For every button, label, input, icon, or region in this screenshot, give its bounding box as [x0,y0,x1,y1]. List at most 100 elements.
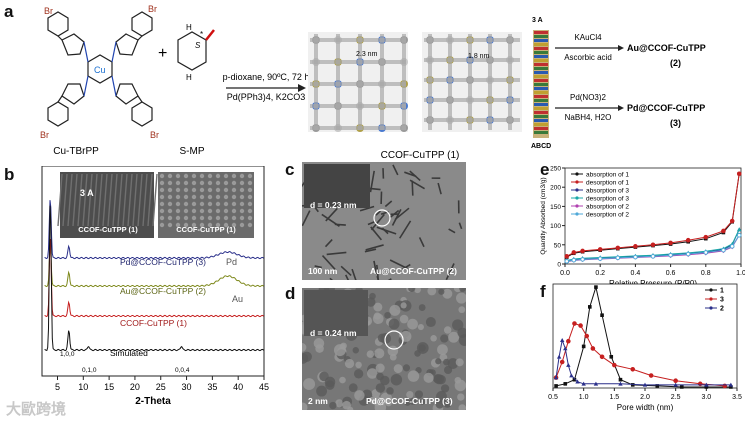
lattice-dot [175,215,181,221]
arrow-head-icon [298,84,306,92]
data-point [572,377,577,382]
stack-layer [534,51,548,54]
lattice-dot [159,215,165,221]
nanoparticle-texture [303,378,316,391]
data-point [575,379,580,384]
data-point [618,381,623,386]
data-point [736,232,742,238]
stack-layer [534,103,548,106]
lattice-dot [247,173,253,179]
nanoparticle-texture [348,383,358,393]
data-point [588,305,592,309]
lattice-dot [191,187,197,193]
lattice-dot [159,201,165,207]
nanoparticle-texture [444,365,453,375]
nanorod [411,180,414,196]
lattice-dot [199,215,205,221]
lattice-dot [167,201,173,207]
lattice-dot [191,173,197,179]
lattice-dot [183,201,189,207]
data-point [668,240,673,246]
lattice-dot [215,208,221,214]
xrd-tick-label: 40 [233,382,243,392]
nanorod [368,187,381,191]
framework-linker [310,104,406,108]
stack-layer [534,111,548,114]
panel-b-label: b [4,165,15,184]
nanoparticle-texture [369,292,376,300]
lattice-dot [207,222,213,228]
data-point [559,359,565,365]
data-point [721,247,726,253]
data-point [673,378,678,384]
stack-layer [534,87,548,90]
atom-h: H [186,73,192,82]
panel-f-label: f [540,282,546,301]
data-point [612,362,617,368]
inset-spacing-label: 3 A [80,188,94,198]
atom-h: H [186,23,192,32]
nanoparticle-texture [380,392,393,405]
legend-marker [575,212,579,216]
plot-frame [552,283,738,389]
stack-layer [534,71,548,74]
nanoparticle-texture [333,344,346,357]
nanoparticle-texture [437,344,448,356]
nanorod [364,248,377,253]
stack-layer [534,99,548,102]
data-point [560,337,565,342]
stack-layer [534,47,548,50]
nanoparticle-texture [355,361,362,369]
xrd-trace-sim [44,205,265,352]
stack-layer [534,119,548,122]
nanoparticle-texture [417,323,424,331]
reactant-label-2: S-MP [180,146,205,157]
lattice-dot [231,173,237,179]
lattice-fringe [127,173,133,227]
lattice-dot [247,208,253,214]
nanoparticle-texture [440,334,449,343]
nanorod [409,179,425,190]
stack-layer [534,95,548,98]
highlight-circle [384,330,404,350]
data-point [704,385,709,389]
stack-layer [534,55,548,58]
au-reagent-2: Ascorbic acid [564,53,612,62]
lattice-dot [239,194,245,200]
nanorod [373,260,378,275]
trace-label-2: Au@CCOF-CuTPP (2) [120,286,206,296]
nanorod [376,275,380,280]
nanoparticle-texture [457,393,465,401]
trace-extra-pd: Pd [226,257,237,267]
lattice-fringe [122,173,128,227]
nanoparticle-texture [313,338,325,349]
data-point [630,383,635,387]
lattice-fringe [57,173,63,227]
xrd-tick-label: 10 [78,382,88,392]
trace-label-sim: Simulated [110,348,148,358]
lattice-dot [191,222,197,228]
pd-product: Pd@CCOF-CuTPP [627,103,705,113]
lattice-dot [239,208,245,214]
nanoparticle-texture [374,348,385,359]
xrd-trace-pd [44,200,265,260]
x-tick-label: 3.0 [701,394,711,401]
lattice-dot [231,208,237,214]
tem-d-inset [304,290,368,336]
lattice-dot [183,173,189,179]
data-point [593,381,599,386]
nanoparticle-texture [452,319,464,331]
lattice-dot [239,173,245,179]
inset-2-label: CCOF-CuTPP (1) [176,225,236,234]
nanorod [365,244,384,251]
stack-layer [534,59,548,62]
pd-product-num: (3) [670,118,681,128]
legend-entry: 1 [720,288,724,295]
nanorod [321,255,337,272]
data-point [728,382,734,387]
series-line-1 [555,285,731,388]
lattice-dot [183,222,189,228]
lattice-fringe [72,173,78,227]
nanoparticle-texture [316,385,328,397]
data-point [673,382,678,387]
